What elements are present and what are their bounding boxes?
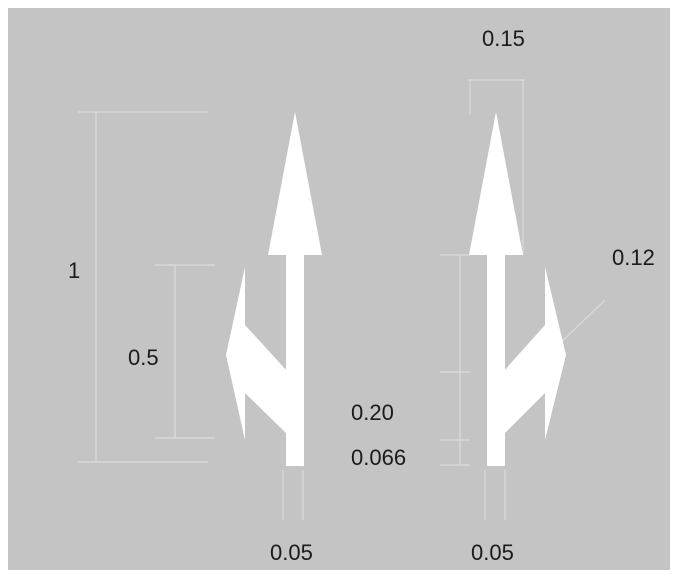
panel-background [8,8,670,570]
right-arrow-head [469,112,523,255]
head-length-label: 0.15 [482,26,525,51]
branch-spacing-label: 0.20 [351,400,394,425]
right-arrow [469,112,566,466]
branch-head-width-label: 0.12 [612,245,655,270]
left-arrow-head [268,112,322,255]
right-arrow-shaft [487,250,505,466]
left-dimension-lines [78,111,304,520]
left-shaft-width-label: 0.05 [270,540,313,565]
right-shaft-width-label: 0.05 [471,540,514,565]
left-arrow-branch [226,267,288,440]
branch-height-label: 0.5 [128,345,159,370]
bottom-offset-label: 0.066 [351,445,407,470]
right-arrow-branch [503,267,566,440]
right-dimension-lines [440,79,606,520]
overall-height-label: 1 [68,258,81,283]
left-arrow [226,112,322,466]
left-arrow-shaft [286,250,304,466]
